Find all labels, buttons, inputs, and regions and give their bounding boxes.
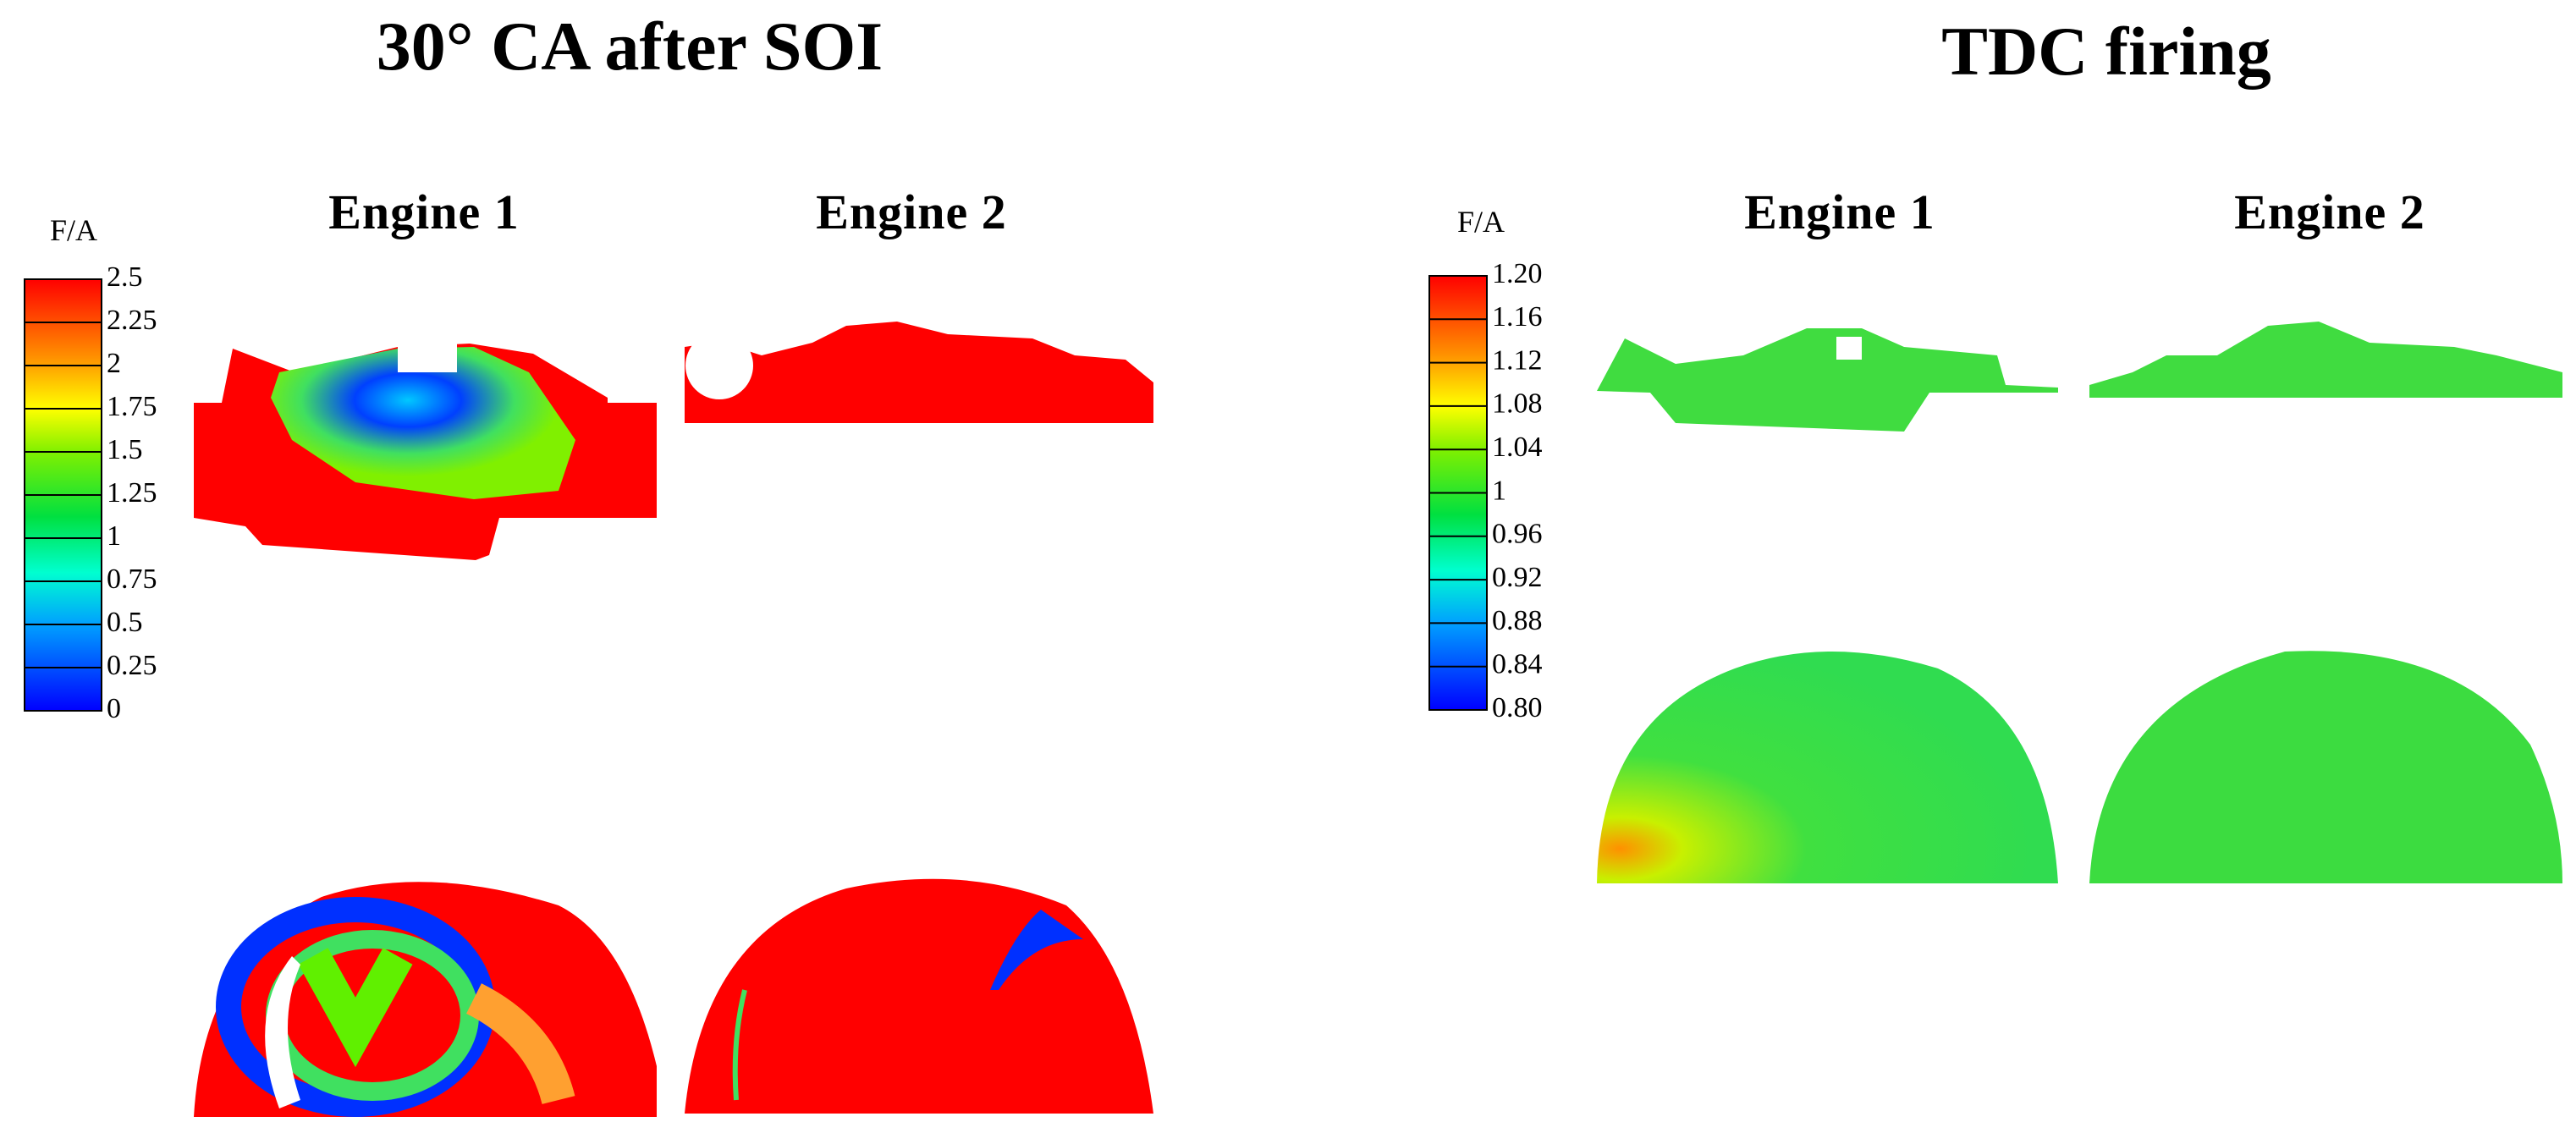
contour-tdc-engine1-bottom	[1597, 652, 2058, 883]
contour-engine1-side	[194, 342, 657, 560]
colorbar-tick-label: 2.5	[107, 261, 143, 293]
contour-tdc-engine2-side	[2089, 322, 2562, 398]
colorbar-tick-label: 2.25	[107, 305, 157, 336]
colorbar-tick-label: 0.88	[1492, 605, 1543, 636]
engine-label: Engine 2	[2234, 184, 2425, 239]
engine-label: Engine 1	[1744, 184, 1935, 239]
colorbar-tick-label: 1.75	[107, 391, 157, 422]
colorbar-tick-label: 2	[107, 348, 121, 379]
contour-engine1-bottom	[194, 882, 657, 1117]
colorbar-tick-label: 1.25	[107, 477, 157, 509]
colorbar-tick-label: 0.84	[1492, 648, 1543, 679]
colorbar-tick-label: 1	[1492, 475, 1506, 506]
colorbar-tick-label: 1.20	[1492, 258, 1543, 289]
colorbar-tick-label: 0.25	[107, 650, 157, 681]
colorbar-tick-label: 1.12	[1492, 344, 1543, 376]
engine-label: Engine 1	[328, 184, 520, 239]
colorbar-tick-label: 0.80	[1492, 692, 1543, 723]
colorbar-tick-label: 0.5	[107, 607, 143, 638]
colorbar-tick-label: 1.16	[1492, 301, 1543, 333]
contour-tdc-engine2-bottom	[2089, 651, 2562, 883]
colorbar-tick-label: 0.75	[107, 564, 157, 595]
colorbar-tick-label: 1.04	[1492, 432, 1543, 463]
contour-engine2-side	[685, 322, 1153, 423]
colorbar-tick-label: 1.5	[107, 434, 143, 465]
contour-engine2-bottom	[685, 878, 1153, 1114]
panel-title: 30° CA after SOI	[377, 8, 883, 85]
contour-tdc-engine1-side	[1597, 328, 2058, 432]
panel-title: TDC firing	[1941, 13, 2271, 90]
colorbar-tick-label: 1	[107, 520, 121, 552]
engine-label: Engine 2	[816, 184, 1007, 239]
colorbar-tick-label: 0.96	[1492, 519, 1543, 550]
colorbar-tick-label: 1.08	[1492, 388, 1543, 420]
colorbar-tick-label: 0.92	[1492, 562, 1543, 593]
colorbar-label: F/A	[50, 213, 97, 247]
colorbar-tick-label: 0	[107, 693, 121, 724]
colorbar-label: F/A	[1457, 205, 1505, 239]
